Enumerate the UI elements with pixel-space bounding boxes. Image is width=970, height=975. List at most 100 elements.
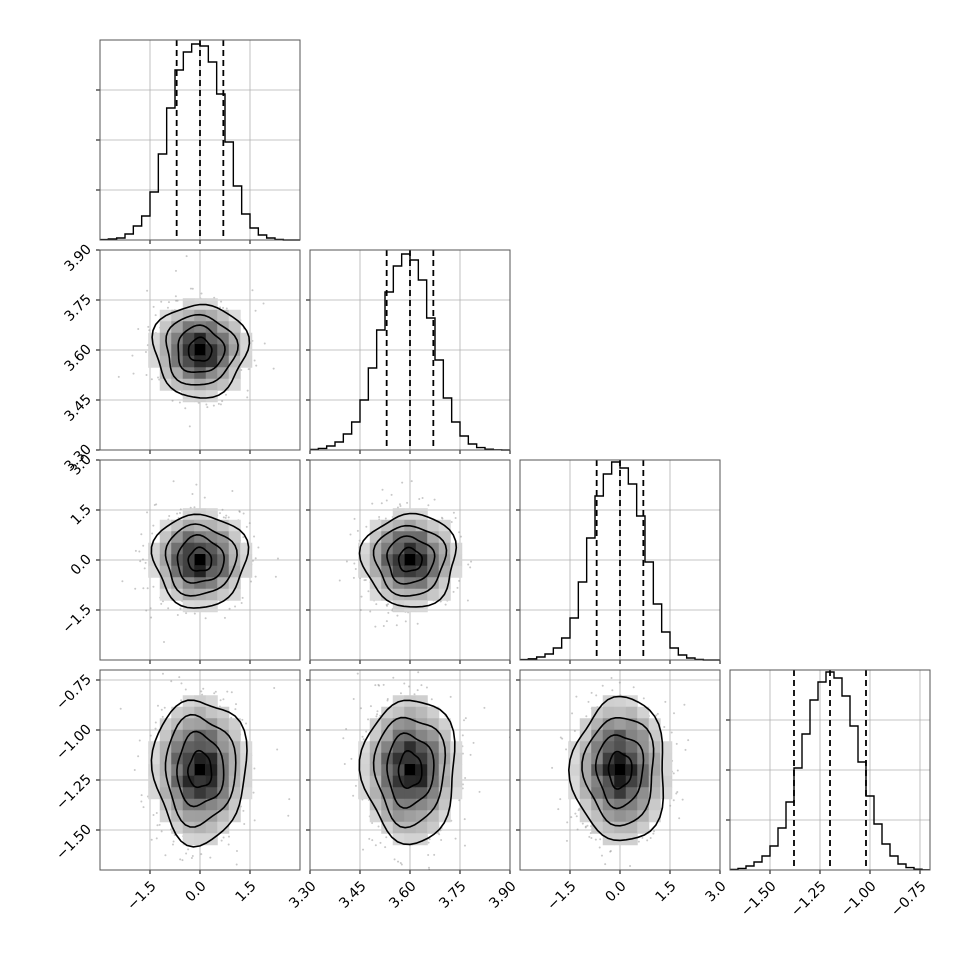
sample-point bbox=[649, 837, 652, 840]
sample-point bbox=[161, 672, 164, 675]
sample-point bbox=[219, 699, 222, 702]
x-tick-label-3-2: −1.00 bbox=[838, 878, 880, 920]
density-cell bbox=[637, 741, 650, 754]
sample-point bbox=[140, 800, 143, 803]
sample-point bbox=[416, 622, 419, 625]
x-tick-label-3-3: −0.75 bbox=[888, 878, 930, 920]
density-cell bbox=[159, 718, 172, 731]
sample-point bbox=[399, 505, 402, 508]
pair-content bbox=[100, 250, 300, 450]
density-cell bbox=[427, 554, 440, 567]
contour-2 bbox=[372, 524, 448, 597]
density-cell bbox=[415, 729, 428, 742]
sample-point bbox=[470, 560, 473, 563]
sample-point bbox=[421, 496, 424, 499]
hist-line-1 bbox=[310, 253, 510, 451]
sample-point bbox=[450, 520, 453, 523]
contour-2 bbox=[164, 713, 237, 828]
density-cell bbox=[427, 821, 440, 834]
sample-point bbox=[675, 742, 678, 745]
y-tick-label-3-1: −1.25 bbox=[53, 772, 95, 814]
density-cell bbox=[171, 775, 184, 788]
sample-point bbox=[213, 692, 216, 695]
sample-point bbox=[252, 791, 255, 794]
sample-point bbox=[604, 863, 607, 866]
sample-point bbox=[565, 748, 568, 751]
sample-point bbox=[566, 821, 569, 824]
density-cell bbox=[182, 367, 195, 380]
sample-point bbox=[433, 498, 436, 501]
density-cell bbox=[228, 752, 241, 765]
panel-frame bbox=[99, 39, 301, 241]
density-cell bbox=[660, 764, 673, 777]
sample-point bbox=[176, 512, 179, 515]
sample-point bbox=[396, 614, 399, 617]
sample-point bbox=[160, 300, 163, 303]
density-cell bbox=[648, 741, 661, 754]
sample-point bbox=[202, 687, 205, 690]
sample-point bbox=[461, 783, 464, 786]
sample-point bbox=[367, 590, 370, 593]
contour-0 bbox=[397, 546, 423, 573]
sample-point bbox=[361, 735, 364, 738]
density-cell bbox=[614, 741, 627, 754]
density-cell bbox=[194, 542, 207, 555]
sample-point bbox=[214, 690, 217, 693]
density-cell bbox=[404, 718, 417, 731]
sample-point bbox=[676, 769, 679, 772]
density-cell bbox=[182, 764, 195, 777]
sample-point bbox=[683, 703, 686, 706]
sample-point bbox=[459, 535, 462, 538]
density-cell bbox=[602, 798, 615, 811]
sample-point bbox=[152, 813, 155, 816]
sample-point bbox=[687, 739, 690, 742]
density-cell bbox=[194, 833, 207, 846]
density-cell bbox=[614, 695, 627, 708]
density-cell bbox=[369, 542, 382, 555]
sample-point bbox=[158, 378, 161, 381]
sample-point bbox=[356, 529, 359, 532]
density-cell bbox=[404, 810, 417, 823]
density-cell bbox=[358, 764, 371, 777]
sample-point bbox=[590, 691, 593, 694]
sample-point bbox=[220, 300, 223, 303]
sample-point bbox=[399, 861, 402, 864]
density-cell bbox=[392, 821, 405, 834]
sample-point bbox=[381, 488, 384, 491]
sample-point bbox=[221, 400, 224, 403]
sample-point bbox=[358, 539, 361, 542]
x-tick-label-2-1: 0.0 bbox=[603, 878, 630, 905]
sample-point bbox=[178, 676, 181, 679]
sample-point bbox=[397, 860, 400, 863]
density-cell bbox=[404, 706, 417, 719]
sample-point bbox=[403, 682, 406, 685]
density-cell bbox=[404, 833, 417, 846]
density-cell bbox=[159, 378, 172, 391]
sample-point bbox=[449, 695, 452, 698]
x-tick-label-0-2: 1.5 bbox=[233, 878, 260, 905]
density-cell bbox=[602, 729, 615, 742]
sample-point bbox=[598, 846, 601, 849]
sample-point bbox=[423, 657, 425, 659]
density-cell bbox=[438, 787, 451, 800]
sample-point bbox=[472, 741, 475, 744]
contour-0 bbox=[187, 546, 213, 572]
density-cell bbox=[625, 787, 638, 800]
sample-point bbox=[225, 658, 227, 660]
panel-frame bbox=[99, 459, 301, 661]
sample-point bbox=[168, 515, 171, 518]
y-tick-label-1-1: 3.45 bbox=[61, 392, 94, 425]
sample-point bbox=[223, 874, 225, 876]
density-cell bbox=[159, 775, 172, 788]
panel-frame bbox=[309, 249, 511, 451]
density-cell bbox=[614, 718, 627, 731]
pair-content bbox=[100, 658, 300, 876]
sample-point bbox=[559, 798, 562, 801]
density-cell bbox=[171, 332, 184, 345]
sample-point bbox=[413, 693, 416, 696]
sample-point bbox=[637, 840, 640, 843]
density-cell bbox=[648, 764, 661, 777]
sample-point bbox=[452, 590, 455, 593]
sample-point bbox=[385, 499, 388, 502]
density-cell bbox=[194, 729, 207, 742]
